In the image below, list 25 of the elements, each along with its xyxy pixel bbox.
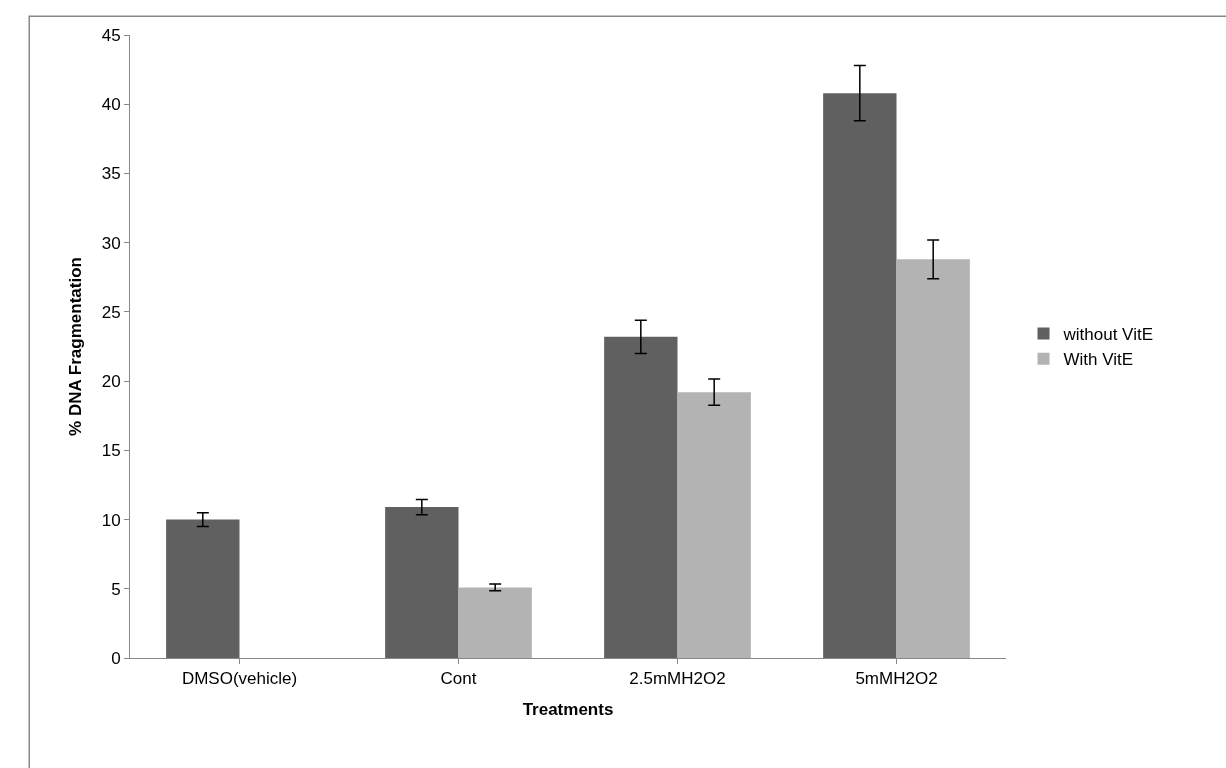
bar bbox=[604, 336, 678, 658]
y-tick-label: 40 bbox=[101, 95, 121, 115]
y-tick-label: 0 bbox=[111, 648, 121, 668]
y-tick-label: 15 bbox=[101, 441, 121, 461]
y-tick-label: 20 bbox=[101, 372, 121, 392]
y-tick-label: 5 bbox=[111, 579, 121, 599]
bar bbox=[677, 392, 751, 658]
y-tick-label: 10 bbox=[101, 510, 121, 530]
x-tick-label: 5mMH2O2 bbox=[855, 669, 938, 689]
x-tick-label: 2.5mMH2O2 bbox=[629, 669, 726, 689]
x-tick-label: DMSO(vehicle) bbox=[181, 669, 298, 689]
bar bbox=[896, 259, 970, 658]
y-tick-label: 30 bbox=[101, 233, 121, 253]
bar bbox=[458, 587, 532, 658]
bar bbox=[166, 519, 240, 658]
x-axis-title: Treatments bbox=[522, 699, 614, 719]
y-axis-title: % DNA Fragmentation bbox=[66, 257, 86, 436]
x-tick-label: Cont bbox=[440, 669, 477, 689]
bar bbox=[385, 507, 459, 658]
legend-label: without VitE bbox=[1062, 325, 1153, 345]
bar bbox=[823, 93, 897, 658]
y-tick-label: 25 bbox=[101, 302, 121, 322]
y-tick-label: 45 bbox=[101, 25, 121, 45]
y-tick-label: 35 bbox=[101, 164, 121, 184]
legend-label: With VitE bbox=[1063, 350, 1134, 370]
